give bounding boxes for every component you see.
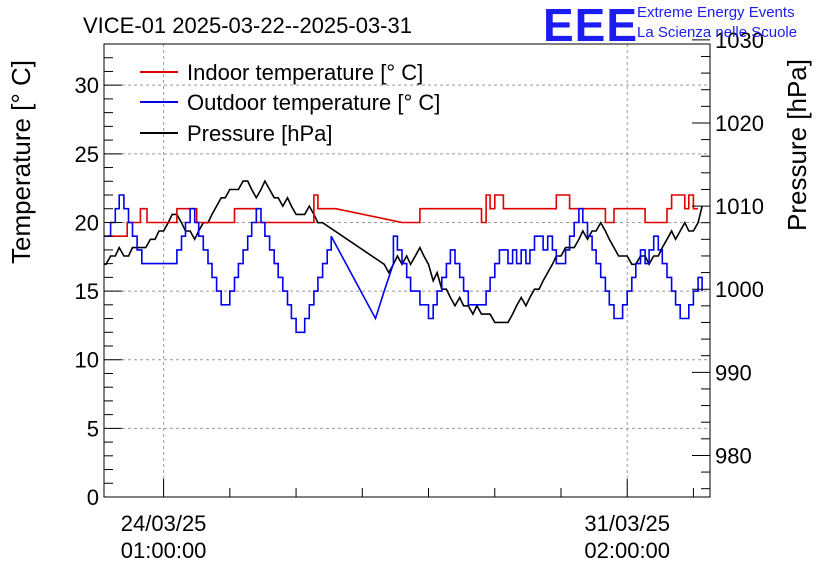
x-tick-label: 02:00:00 xyxy=(584,538,670,563)
y-axis-label: Temperature [° C] xyxy=(6,60,36,264)
y2-tick-label: 1010 xyxy=(715,194,764,219)
y2-tick-label: 1030 xyxy=(715,28,764,53)
x-tick-label: 01:00:00 xyxy=(121,538,207,563)
series-layer xyxy=(104,179,703,334)
y-tick-label: 20 xyxy=(75,210,99,235)
x-tick-label: 24/03/25 xyxy=(121,511,207,536)
legend-outdoor-label: Outdoor temperature [° C] xyxy=(187,90,440,115)
tick-labels: 0 5 10 15 20 25 30 980 990 1000 1010 1020 1030 24/03/… xyxy=(75,28,764,563)
y2-tick-label: 1000 xyxy=(715,277,764,302)
x-tick-label: 31/03/25 xyxy=(584,511,670,536)
legend: Indoor temperature [° C] Outdoor temperat… xyxy=(140,60,440,146)
pressure-line xyxy=(104,179,703,324)
y2-axis-label: Pressure [hPa] xyxy=(782,59,812,231)
tick-marks xyxy=(104,39,710,498)
y-tick-label: 0 xyxy=(87,485,99,510)
eee-logo: EEE Extreme Energy Events La Scienza nel… xyxy=(543,0,833,51)
y2-tick-label: 1020 xyxy=(715,111,764,136)
y2-tick-label: 990 xyxy=(715,360,752,385)
logo-mark: EEE xyxy=(543,0,639,51)
plot-frame xyxy=(103,43,711,498)
legend-pressure-label: Pressure [hPa] xyxy=(187,121,333,146)
logo-line-2: La Scienza nelle Scuole xyxy=(637,24,798,41)
y-tick-label: 10 xyxy=(75,348,99,373)
axes-frame xyxy=(103,43,711,498)
logo-line-1: Extreme Energy Events xyxy=(637,4,795,21)
y-tick-label: 15 xyxy=(75,279,99,304)
y-tick-label: 30 xyxy=(75,73,99,98)
y-tick-label: 5 xyxy=(87,416,99,441)
legend-indoor-label: Indoor temperature [° C] xyxy=(187,60,423,85)
outdoor-temperature-line xyxy=(104,194,703,334)
y-tick-label: 25 xyxy=(75,142,99,167)
y2-tick-label: 980 xyxy=(715,443,752,468)
chart-title: VICE-01 2025-03-22--2025-03-31 xyxy=(83,13,412,38)
